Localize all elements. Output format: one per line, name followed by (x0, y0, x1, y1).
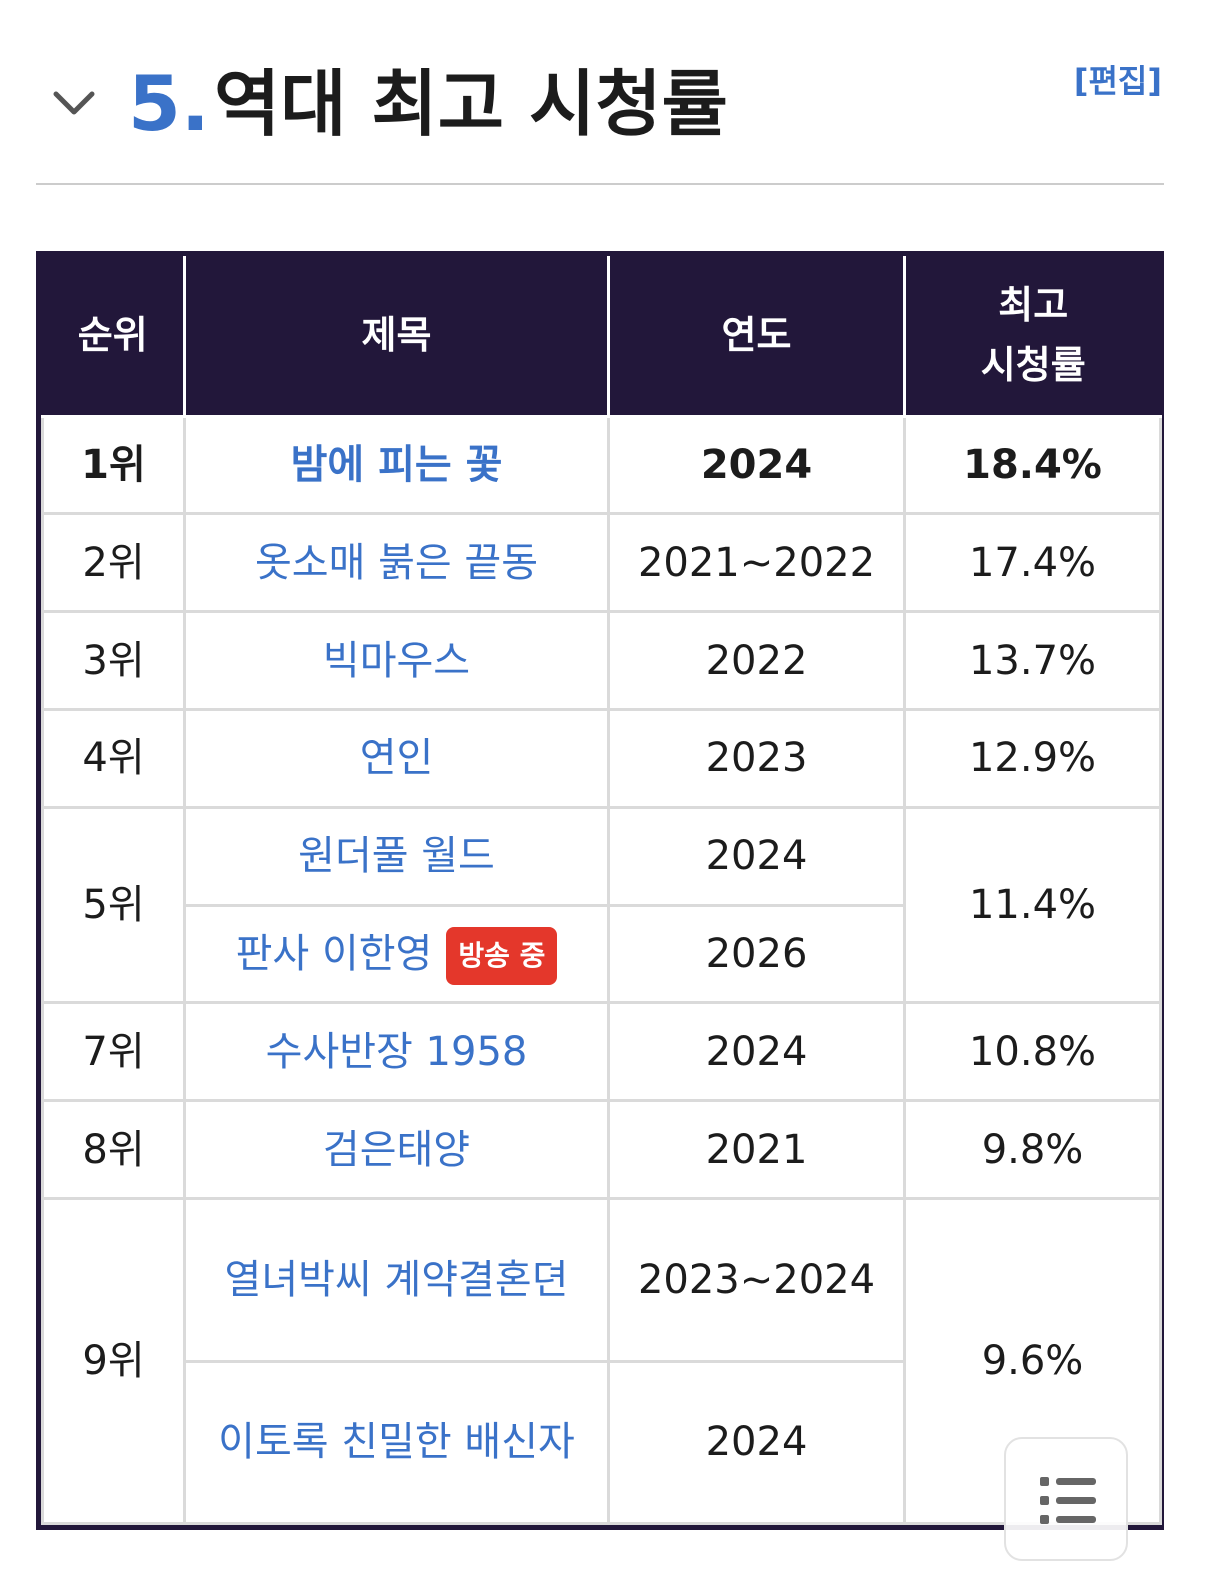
rank-cell: 1위 (41, 414, 186, 516)
title-link[interactable]: 검은태양 (322, 1126, 471, 1173)
rank-cell: 8위 (41, 1099, 186, 1201)
title-cell: 옷소매 붉은 끝동 (183, 512, 610, 614)
title-cell: 원더풀 월드 (183, 805, 610, 907)
year-cell: 2024 (607, 414, 906, 516)
title-link[interactable]: 수사반장 1958 (265, 1028, 528, 1075)
title-link[interactable]: 옷소매 붉은 끝동 (254, 539, 539, 586)
rating-cell: 11.4% (903, 805, 1162, 1005)
year-cell: 2026 (607, 903, 906, 1005)
rank-cell: 4위 (41, 707, 186, 809)
header-year: 연도 (607, 256, 906, 418)
title-cell: 수사반장 1958 (183, 1001, 610, 1103)
table-row: 9위 열녀박씨 계약결혼뎐 2023~2024 9.6% (41, 1197, 1162, 1525)
table-row: 7위 수사반장 1958 2024 10.8% (41, 1001, 1162, 1103)
title-cell: 검은태양 (183, 1099, 610, 1201)
year-cell: 2022 (607, 610, 906, 711)
rating-cell: 17.4% (903, 512, 1162, 614)
table-row: 이토록 친밀한 배신자 2024 (43, 1359, 1161, 1526)
table-row: 4위 연인 2023 12.9% (41, 707, 1162, 809)
rating-cell: 10.8% (903, 1001, 1162, 1103)
rating-cell: 12.9% (903, 707, 1162, 809)
table-row: 5위 원더풀 월드 2024 11.4% (41, 805, 1162, 1005)
title-cell: 연인 (183, 707, 610, 809)
title-cell: 열녀박씨 계약결혼뎐 (183, 1197, 610, 1363)
rating-cell: 9.8% (903, 1099, 1162, 1201)
on-air-badge: 방송 중 (446, 927, 558, 986)
title-link[interactable]: 열녀박씨 계약결혼뎐 (224, 1256, 569, 1303)
title-link[interactable]: 이토록 친밀한 배신자 (218, 1419, 575, 1466)
header-title: 제목 (183, 256, 610, 418)
table-row: 8위 검은태양 2021 9.8% (41, 1099, 1162, 1201)
title-link[interactable]: 원더풀 월드 (298, 833, 495, 880)
title-cell: 판사 이한영 방송 중 (183, 903, 610, 1005)
toc-button[interactable] (1004, 1437, 1128, 1561)
header-rating-line1: 최고 (998, 283, 1069, 328)
title-link[interactable]: 판사 이한영 (235, 931, 433, 978)
year-cell: 2023~2024 (607, 1197, 906, 1363)
rank-cell: 2위 (41, 512, 186, 614)
title-link[interactable]: 빅마우스 (322, 637, 471, 684)
rank-cell: 3위 (41, 610, 186, 711)
section-heading: 5. 역대 최고 시청률 [편집] (0, 0, 1206, 190)
year-cell: 2024 (607, 805, 906, 907)
rank-cell: 5위 (41, 805, 186, 1005)
rating-cell: 18.4% (903, 414, 1162, 516)
title-cell: 빅마우스 (183, 610, 610, 711)
year-cell: 2021 (607, 1099, 906, 1201)
table-row: 1위 밤에 피는 꽃 2024 18.4% (41, 414, 1162, 516)
section-number[interactable]: 5. (128, 59, 210, 148)
header-rating-line2: 시청률 (980, 343, 1086, 388)
year-cell: 2023 (607, 707, 906, 809)
year-cell: 2021~2022 (607, 512, 906, 614)
section-title: 역대 최고 시청률 (214, 62, 728, 146)
header-rank: 순위 (42, 256, 186, 418)
year-cell: 2024 (607, 1359, 906, 1526)
rank-cell: 7위 (41, 1001, 186, 1103)
title-cell: 이토록 친밀한 배신자 (183, 1359, 610, 1526)
heading-divider (36, 183, 1164, 185)
title-cell: 밤에 피는 꽃 (183, 414, 610, 516)
table-row: 2위 옷소매 붉은 끝동 2021~2022 17.4% (41, 512, 1162, 614)
list-icon (1040, 1477, 1096, 1524)
title-link[interactable]: 연인 (359, 735, 434, 782)
year-cell: 2024 (607, 1001, 906, 1103)
table-row: 판사 이한영 방송 중 2026 (43, 903, 1161, 1005)
chevron-down-icon[interactable] (52, 88, 96, 118)
edit-link[interactable]: [편집] (1073, 62, 1162, 100)
table-row: 3위 빅마우스 2022 13.7% (41, 610, 1162, 711)
title-link[interactable]: 밤에 피는 꽃 (290, 441, 503, 488)
rank-cell: 9위 (41, 1197, 186, 1525)
rating-cell: 13.7% (903, 610, 1162, 711)
